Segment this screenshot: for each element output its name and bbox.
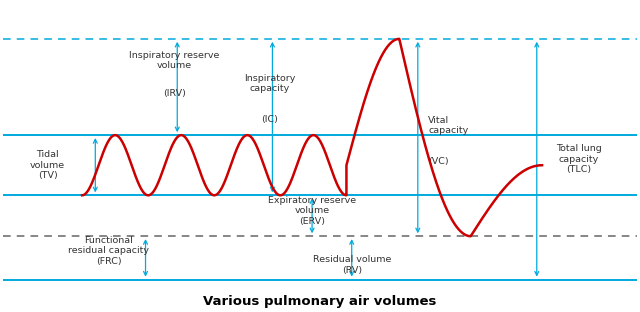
Text: Inspiratory
capacity: Inspiratory capacity xyxy=(244,74,296,93)
Text: Tidal
volume
(TV): Tidal volume (TV) xyxy=(30,150,65,180)
Text: (VC): (VC) xyxy=(428,157,449,166)
Text: (IC): (IC) xyxy=(261,115,278,124)
Text: Total lung
capacity
(TLC): Total lung capacity (TLC) xyxy=(556,144,602,174)
Text: Functional
residual capacity
(FRC): Functional residual capacity (FRC) xyxy=(68,236,149,266)
Text: Vital
capacity: Vital capacity xyxy=(428,116,468,135)
Text: Residual volume
(RV): Residual volume (RV) xyxy=(312,256,391,275)
Text: Inspiratory reserve
volume: Inspiratory reserve volume xyxy=(129,51,220,70)
Text: Expiratory reserve
volume
(ERV): Expiratory reserve volume (ERV) xyxy=(268,196,356,226)
Text: (IRV): (IRV) xyxy=(163,90,186,98)
Text: Various pulmonary air volumes: Various pulmonary air volumes xyxy=(204,295,436,308)
